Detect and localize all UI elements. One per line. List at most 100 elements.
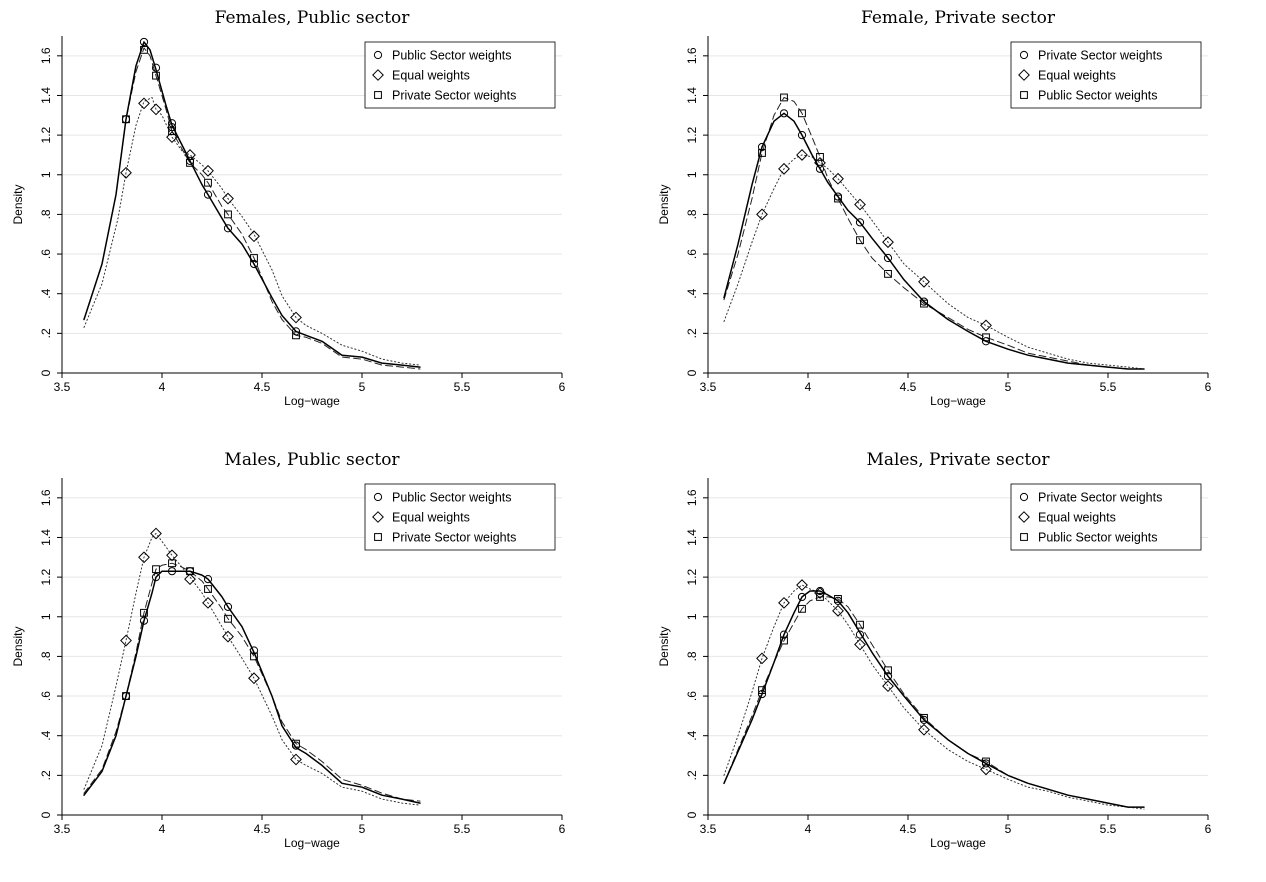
y-tick-label: 1.6 bbox=[39, 47, 53, 64]
data-point-square bbox=[816, 153, 824, 161]
data-point-diamond bbox=[918, 275, 930, 288]
legend-marker-diamond bbox=[1018, 511, 1030, 523]
y-tick-label: 1.6 bbox=[685, 47, 699, 64]
data-point-circle bbox=[757, 689, 767, 699]
chart-title: Females, Public sector bbox=[215, 8, 411, 28]
data-point-diamond bbox=[756, 208, 768, 221]
legend-box bbox=[1010, 41, 1202, 109]
data-point-diamond bbox=[832, 172, 844, 185]
legend-marker-circle bbox=[373, 50, 383, 60]
data-point-diamond bbox=[138, 97, 150, 110]
data-point-square bbox=[250, 254, 258, 262]
y-axis-label: Density bbox=[11, 184, 25, 224]
data-point-diamond bbox=[184, 573, 196, 586]
data-point-diamond bbox=[778, 162, 790, 175]
data-point-diamond bbox=[756, 652, 768, 665]
data-point-diamond bbox=[796, 149, 808, 161]
legend-label: Public Sector weights bbox=[1038, 530, 1158, 544]
y-tick-label: .6 bbox=[685, 691, 699, 701]
data-point-square bbox=[856, 236, 864, 245]
legend-label: Equal weights bbox=[392, 510, 470, 524]
data-point-square bbox=[834, 194, 842, 203]
x-tick-label: 5 bbox=[359, 380, 366, 394]
y-tick-label: 1.4 bbox=[685, 87, 699, 104]
y-tick-label: 1 bbox=[685, 613, 699, 620]
legend-box bbox=[364, 483, 556, 551]
data-point-square bbox=[780, 93, 788, 102]
y-tick-label: .4 bbox=[685, 288, 699, 298]
data-point-square bbox=[186, 158, 194, 167]
data-point-circle bbox=[139, 616, 149, 625]
data-point-circle bbox=[883, 253, 893, 263]
data-point-circle bbox=[151, 573, 161, 582]
series-line bbox=[83, 570, 421, 804]
data-point-square bbox=[780, 636, 788, 645]
data-point-square bbox=[816, 593, 824, 601]
legend-label: Public Sector weights bbox=[1038, 88, 1158, 102]
density-chart: Female, Private sector 0 .2 .4 .6 .8 1 1.2 1.4 1.… bbox=[657, 8, 1212, 408]
chart-title: Female, Private sector bbox=[861, 8, 1056, 28]
data-point-square bbox=[122, 115, 130, 124]
x-tick-label: 5.5 bbox=[454, 822, 471, 836]
density-chart: Males, Private sector 0 .2 .4 .6 .8 1 1.2 1.4 1.6… bbox=[657, 450, 1212, 850]
data-point-diamond bbox=[832, 604, 844, 617]
data-point-circle bbox=[139, 37, 149, 47]
data-point-square bbox=[292, 739, 300, 748]
data-point-circle bbox=[291, 327, 301, 336]
data-point-square bbox=[798, 109, 806, 118]
data-point-square bbox=[982, 333, 990, 342]
data-point-diamond bbox=[184, 149, 196, 161]
y-tick-label: .4 bbox=[39, 730, 53, 740]
data-point-diamond bbox=[120, 166, 132, 179]
y-tick-label: .2 bbox=[39, 328, 53, 338]
data-point-square bbox=[140, 608, 148, 617]
x-tick-label: 5 bbox=[1005, 380, 1012, 394]
legend-marker-square bbox=[374, 91, 382, 99]
x-axis-label: Log−wage bbox=[930, 836, 986, 850]
data-point-square bbox=[204, 585, 212, 593]
data-point-diamond bbox=[796, 579, 808, 591]
y-tick-label: 1.2 bbox=[685, 126, 699, 143]
data-point-square bbox=[224, 614, 232, 623]
chart-title: Males, Public sector bbox=[224, 450, 400, 470]
data-point-circle bbox=[167, 567, 177, 576]
y-tick-label: 1.4 bbox=[685, 529, 699, 546]
y-tick-label: 1 bbox=[39, 171, 53, 178]
data-point-diamond bbox=[166, 549, 178, 562]
series-line bbox=[83, 47, 421, 370]
series-line bbox=[83, 97, 421, 366]
x-tick-label: 3.5 bbox=[700, 822, 717, 836]
data-point-square bbox=[250, 652, 258, 661]
data-point-diamond bbox=[202, 596, 214, 609]
y-axis-label: Density bbox=[657, 626, 671, 666]
data-point-square bbox=[152, 565, 160, 574]
data-point-square bbox=[798, 604, 806, 613]
x-tick-label: 6 bbox=[559, 822, 566, 836]
legend-box bbox=[1010, 483, 1202, 551]
data-point-square bbox=[884, 269, 892, 278]
y-tick-label: .2 bbox=[39, 770, 53, 780]
x-axis-label: Log−wage bbox=[930, 394, 986, 408]
data-point-circle bbox=[203, 575, 213, 584]
data-point-circle bbox=[855, 630, 865, 639]
data-point-diamond bbox=[778, 596, 790, 609]
data-point-circle bbox=[981, 337, 991, 346]
data-point-circle bbox=[203, 190, 213, 199]
data-point-square bbox=[122, 692, 130, 700]
data-point-square bbox=[140, 45, 148, 54]
legend-label: Private Sector weights bbox=[1038, 48, 1162, 62]
data-point-diamond bbox=[290, 311, 302, 324]
x-tick-label: 6 bbox=[559, 380, 566, 394]
y-tick-label: 1.2 bbox=[39, 568, 53, 585]
y-tick-label: .6 bbox=[39, 691, 53, 701]
y-tick-label: 1.6 bbox=[685, 489, 699, 506]
legend-marker-circle bbox=[373, 492, 383, 502]
data-point-circle bbox=[779, 109, 789, 118]
legend-label: Private Sector weights bbox=[392, 530, 516, 544]
legend-label: Public Sector weights bbox=[392, 490, 512, 504]
chart-panel-males-private: Males, Private sector 0 .2 .4 .6 .8 1 1.2 1.4 1.6… bbox=[646, 442, 1266, 882]
data-point-diamond bbox=[918, 723, 930, 736]
data-point-square bbox=[224, 210, 232, 219]
legend-box bbox=[364, 41, 556, 109]
chart-panel-female-private: Female, Private sector 0 .2 .4 .6 .8 1 1.2 1.4 1.… bbox=[646, 0, 1266, 440]
